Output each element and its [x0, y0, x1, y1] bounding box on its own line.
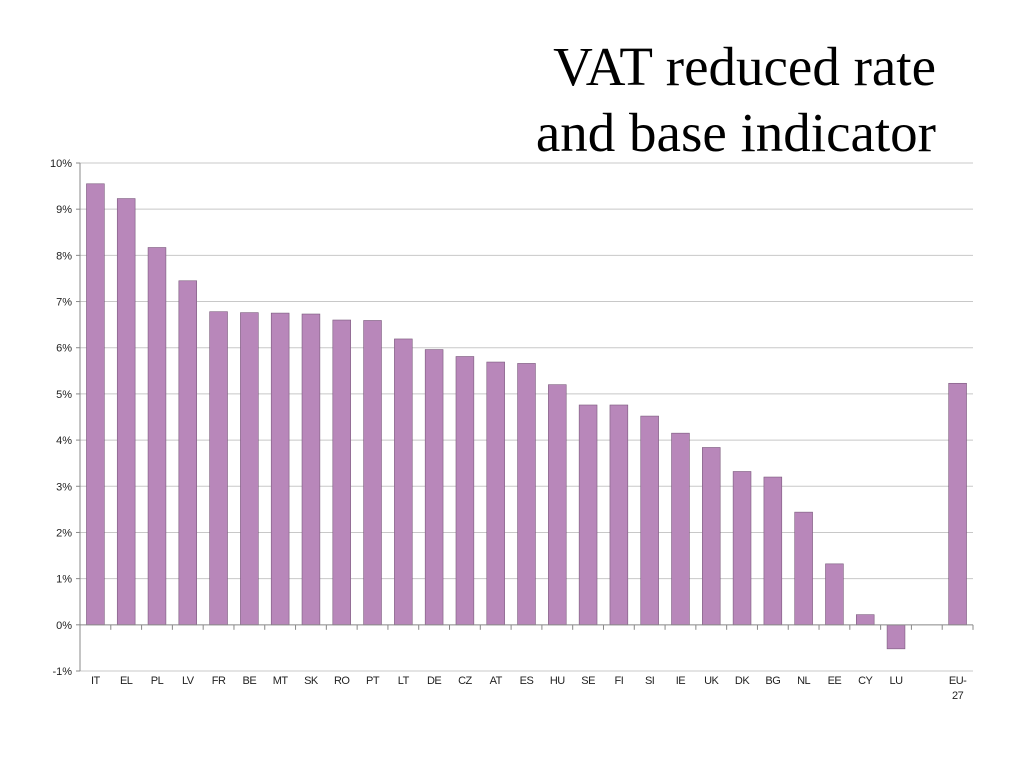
x-tick-label: LV — [182, 675, 195, 687]
x-tick-label: UK — [704, 675, 719, 687]
bar — [825, 563, 844, 626]
x-tick-label: NL — [797, 675, 810, 687]
x-tick-label: FI — [614, 675, 623, 687]
bar — [640, 415, 659, 626]
bar — [486, 361, 505, 626]
bar — [178, 280, 198, 626]
x-tick-label: SI — [645, 675, 655, 687]
y-tick-label: 6% — [56, 343, 72, 355]
x-tick-label: EE — [828, 675, 842, 687]
bar — [332, 319, 351, 626]
x-tick-label: SK — [304, 675, 319, 687]
bar — [794, 511, 813, 626]
x-tick-label: MT — [273, 675, 289, 687]
bar — [578, 404, 598, 626]
gridlines — [80, 162, 973, 672]
bar — [363, 320, 382, 626]
y-tick-label: 9% — [56, 204, 72, 216]
y-tick-label: 10% — [50, 158, 72, 170]
x-tick-label: IE — [676, 675, 686, 687]
chart-title-line-2: and base indicator — [535, 102, 936, 163]
y-tick-label: -1% — [52, 666, 72, 678]
bar — [763, 476, 783, 626]
bar — [948, 382, 967, 626]
y-tick-label: 4% — [56, 435, 72, 447]
x-tick-label: BG — [765, 675, 780, 687]
x-tick-label: EL — [120, 675, 133, 687]
y-tick-label: 1% — [56, 574, 72, 586]
bar — [86, 183, 105, 626]
x-tick-label: EU-27 — [949, 675, 967, 702]
y-tick-label: 0% — [56, 620, 72, 632]
x-tick-label: CY — [858, 675, 873, 687]
x-tick-label: LU — [889, 675, 903, 687]
bar — [301, 313, 321, 626]
bar — [517, 363, 536, 626]
x-tick-label: HU — [550, 675, 565, 687]
bar — [886, 624, 906, 650]
bar — [855, 614, 875, 626]
y-tick-label: 5% — [56, 389, 72, 401]
bar — [147, 247, 167, 626]
y-tick-label: 7% — [56, 297, 72, 309]
x-tick-label: CZ — [458, 675, 472, 687]
x-tick-label: BE — [243, 675, 257, 687]
x-tick-label: RO — [334, 675, 350, 687]
bar — [424, 349, 444, 626]
bar — [116, 198, 136, 626]
x-tick-label: DK — [735, 675, 750, 687]
x-tick-label: IT — [91, 675, 101, 687]
x-tick-label: DE — [427, 675, 441, 687]
x-tick-label: PT — [366, 675, 380, 687]
x-tick-label: AT — [490, 675, 503, 687]
bar — [240, 312, 259, 626]
x-tick-label: SE — [581, 675, 595, 687]
x-tick-label: PL — [151, 675, 164, 687]
bar — [732, 471, 752, 626]
x-tick-label: FR — [212, 675, 226, 687]
bar — [609, 404, 629, 626]
bar — [455, 356, 475, 626]
y-tick-label: 8% — [56, 250, 72, 262]
x-tick-label: LT — [398, 675, 410, 687]
y-tick-label: 3% — [56, 481, 72, 493]
y-axis: -1% 0% 1% 2% 3% 4% 5% 6% 7% 8% 9% 10% — [50, 158, 81, 678]
bar — [548, 384, 567, 626]
chart-title: VAT reduced rate and base indicator — [376, 34, 936, 166]
bar — [671, 432, 690, 626]
bar — [394, 338, 413, 626]
x-axis: IT EL PL LV FR BE MT SK RO PT LT DE CZ AT ES HU SE FI SI IE… — [79, 624, 974, 702]
bar — [209, 311, 228, 626]
bars — [86, 183, 967, 650]
y-tick-label: 2% — [56, 527, 72, 539]
bar — [702, 447, 721, 626]
bar — [270, 312, 290, 626]
chart-title-line-1: VAT reduced rate — [553, 36, 936, 97]
x-tick-label: ES — [520, 675, 534, 687]
